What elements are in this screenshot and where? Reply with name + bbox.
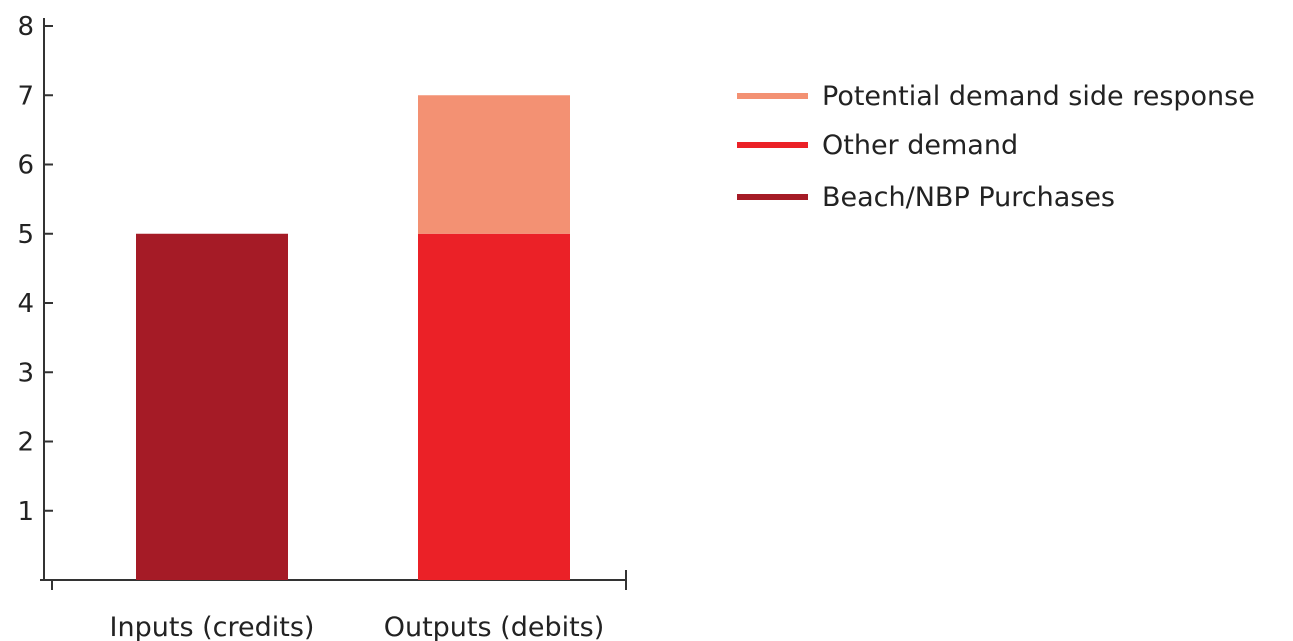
y-tick-label: 5 xyxy=(17,220,34,250)
legend-label: Other demand xyxy=(822,130,1018,161)
y-tick-label: 1 xyxy=(17,497,34,527)
legend-item[interactable]: Beach/NBP Purchases xyxy=(737,182,1115,213)
category-labels: Inputs (credits) Outputs (debits) xyxy=(110,612,605,641)
bar-segment xyxy=(136,233,288,580)
legend-label: Potential demand side response xyxy=(822,81,1255,112)
legend-item[interactable]: Other demand xyxy=(737,130,1018,161)
y-axis: 1 2 3 4 5 6 7 8 xyxy=(17,12,53,580)
y-tick-label: 6 xyxy=(17,151,34,181)
x-category-label: Outputs (debits) xyxy=(384,612,605,641)
legend-item[interactable]: Potential demand side response xyxy=(737,81,1255,112)
y-tick-label: 4 xyxy=(17,289,34,319)
y-tick-label: 8 xyxy=(17,12,34,42)
bars xyxy=(136,95,570,580)
legend[interactable]: Potential demand side response Other dema… xyxy=(737,81,1255,213)
bar-segment xyxy=(418,95,570,234)
legend-label: Beach/NBP Purchases xyxy=(822,182,1115,213)
bar-segment xyxy=(418,233,570,580)
x-category-label: Inputs (credits) xyxy=(110,612,315,641)
y-tick-label: 3 xyxy=(17,358,34,388)
y-tick-label: 7 xyxy=(17,81,34,111)
y-tick-label: 2 xyxy=(17,428,34,458)
